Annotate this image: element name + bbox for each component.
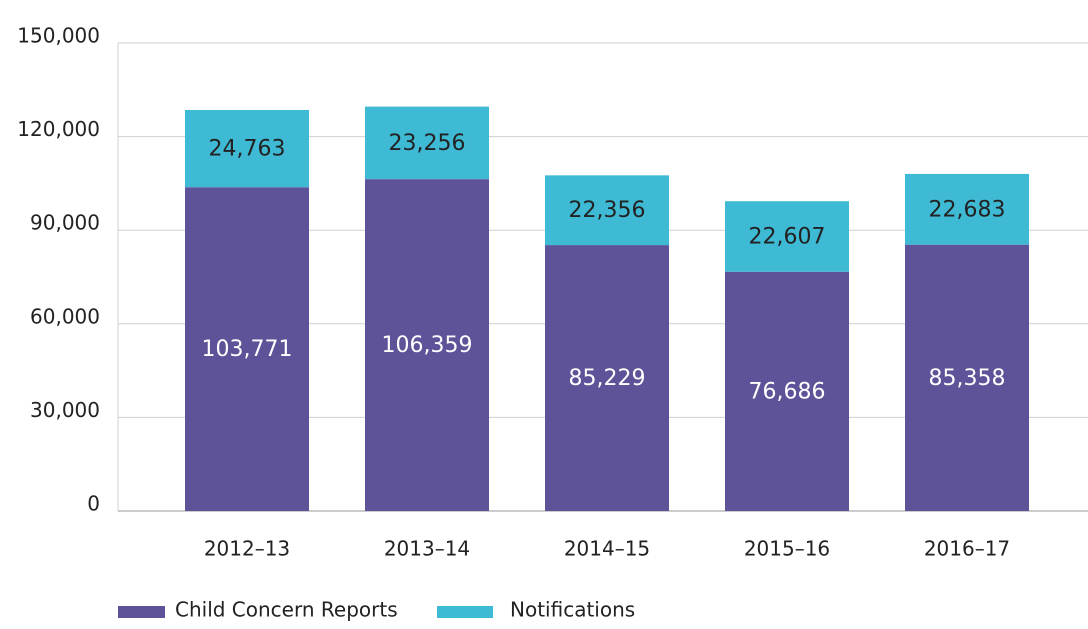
y-tick-label: 60,000 — [30, 304, 100, 328]
data-label: 22,607 — [749, 224, 826, 249]
x-tick-label: 2016–17 — [924, 537, 1010, 561]
y-tick-label: 30,000 — [30, 398, 100, 422]
x-tick-label: 2014–15 — [564, 537, 650, 561]
legend-label: Child Concern Reports — [175, 598, 398, 622]
data-label: 24,763 — [209, 137, 286, 162]
bar-segment — [545, 175, 669, 246]
bar-segment — [185, 187, 309, 511]
data-label: 85,358 — [929, 366, 1006, 391]
bar-segment — [905, 173, 1029, 245]
data-label: 103,771 — [202, 337, 293, 362]
legend-label: Notifications — [510, 598, 635, 622]
y-tick-label: 150,000 — [17, 24, 100, 48]
y-tick-label: 120,000 — [17, 117, 100, 141]
legend-swatch — [118, 606, 165, 618]
legend-swatch — [437, 606, 493, 618]
data-label: 23,256 — [389, 131, 466, 156]
data-label: 22,683 — [929, 197, 1006, 222]
data-label: 22,356 — [569, 198, 646, 223]
x-tick-label: 2013–14 — [384, 537, 470, 561]
bar-segment — [545, 245, 669, 512]
x-tick-label: 2015–16 — [744, 537, 830, 561]
data-label: 85,229 — [569, 366, 646, 391]
bar-segment — [905, 244, 1029, 511]
x-tick-label: 2012–13 — [204, 537, 290, 561]
bar-segment — [365, 179, 489, 512]
data-label: 76,686 — [749, 379, 826, 404]
bar-segment — [365, 106, 489, 180]
data-label: 106,359 — [382, 333, 473, 358]
y-tick-label: 0 — [87, 492, 100, 516]
y-tick-label: 90,000 — [30, 211, 100, 235]
bar-segment — [185, 109, 309, 188]
bar-segment — [725, 271, 849, 511]
bar-segment — [725, 201, 849, 272]
